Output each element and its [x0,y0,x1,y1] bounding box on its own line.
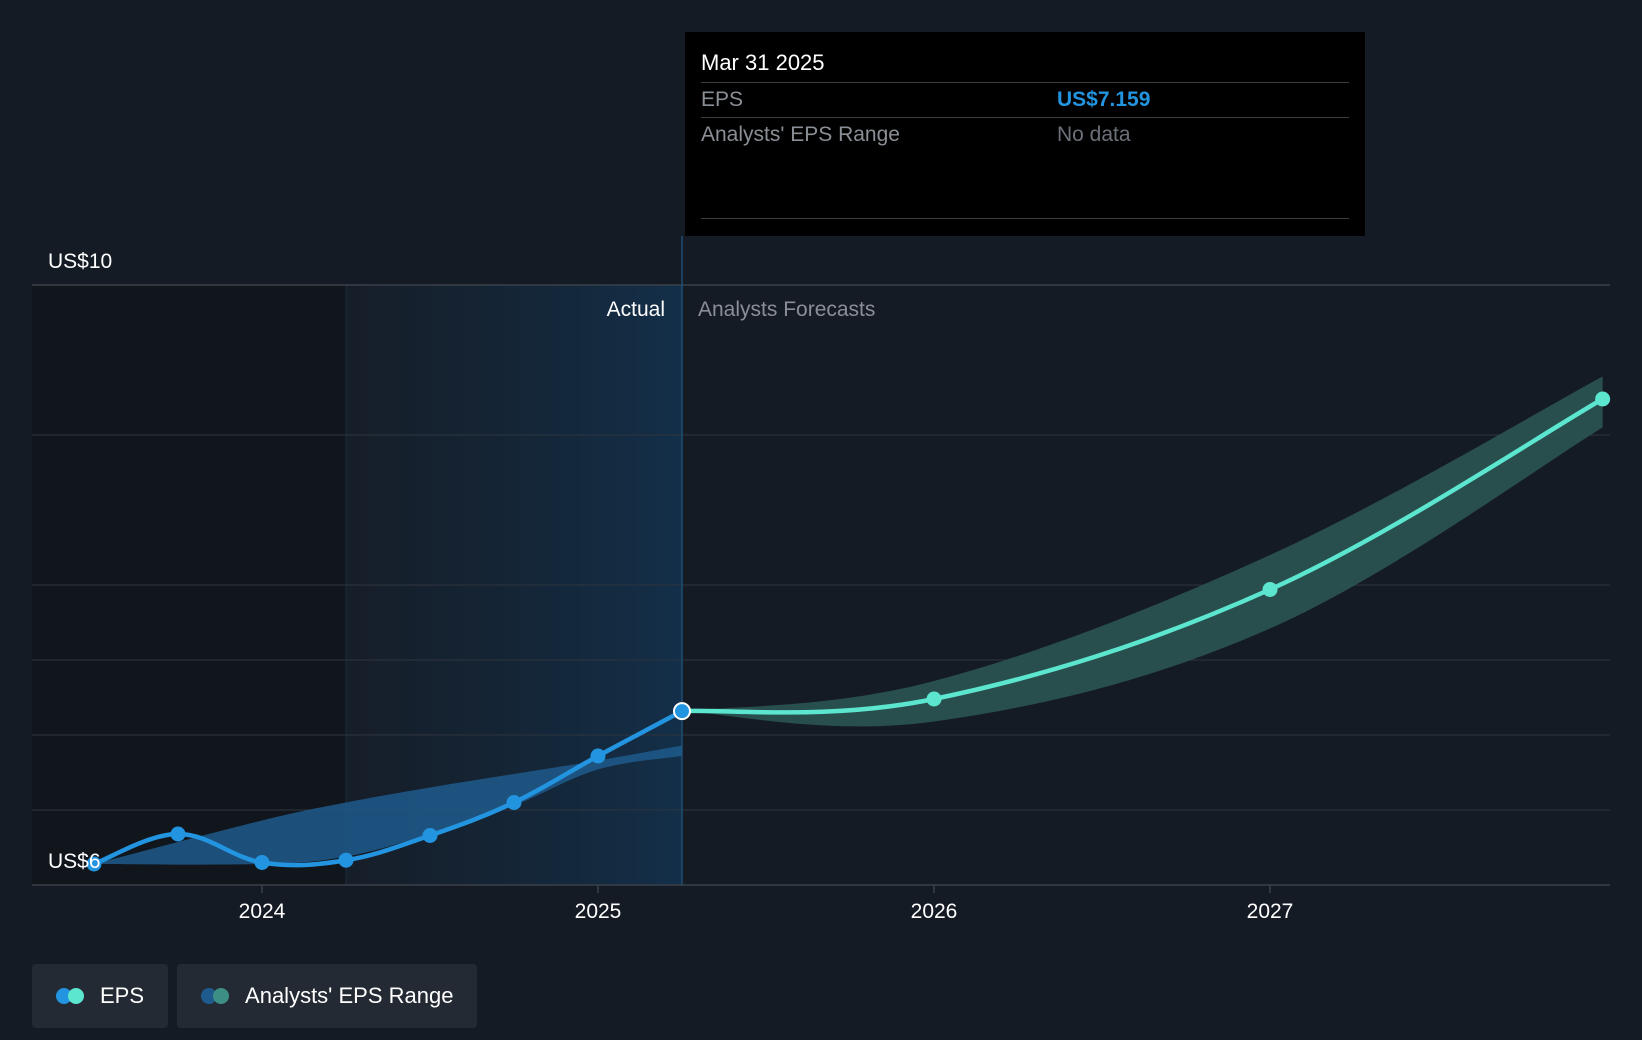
tooltip-date: Mar 31 2025 [701,32,1349,83]
legend-label-range: Analysts' EPS Range [245,983,454,1008]
eps-point-actual [254,855,270,870]
range-legend-icon [201,987,233,1005]
tooltip-eps-label: EPS [701,88,744,111]
eps-point-actual [170,826,186,842]
eps-point-actual [506,795,522,810]
x-tick-label: 2026 [911,900,958,923]
region-label-forecast: Analysts Forecasts [698,298,875,321]
tooltip: Mar 31 2025 EPS US$7.159 Analysts' EPS R… [685,32,1365,236]
tooltip-eps-value: US$7.159 [1057,88,1151,111]
y-axis-top-label: US$10 [48,250,112,273]
x-tick-label: 2024 [239,900,286,923]
eps-point-actual [86,856,102,872]
eps-range-band-forecast [682,376,1603,727]
region-label-actual: Actual [607,298,665,321]
legend-label-eps: EPS [100,983,145,1008]
eps-legend-icon [56,987,88,1005]
eps-point-forecast [926,691,942,707]
eps-point-actual [338,852,354,868]
tooltip-range-label: Analysts' EPS Range [701,123,900,146]
y-axis-bottom-label: US$6 [48,850,101,873]
eps-point-forecast [1262,582,1278,597]
tooltip-divider [701,218,1349,219]
eps-line-forecast [679,396,1605,715]
eps-point-actual [422,828,438,843]
eps-point-forecast [1595,391,1611,407]
eps-point-actual [590,748,606,764]
eps-line-actual [91,708,685,868]
tooltip-range-value: No data [1057,123,1131,146]
legend-item-eps[interactable]: EPS [32,964,169,1028]
legend: EPS Analysts' EPS Range [32,964,478,1028]
eps-range-band-actual [94,745,682,865]
eps-point-highlighted [673,702,691,721]
legend-item-range[interactable]: Analysts' EPS Range [177,964,478,1028]
x-tick-label: 2027 [1247,900,1294,923]
x-tick-label: 2025 [575,900,622,923]
tooltip-row-eps: EPS US$7.159 [701,83,1349,118]
tooltip-row-range: Analysts' EPS Range No data [701,118,1349,152]
